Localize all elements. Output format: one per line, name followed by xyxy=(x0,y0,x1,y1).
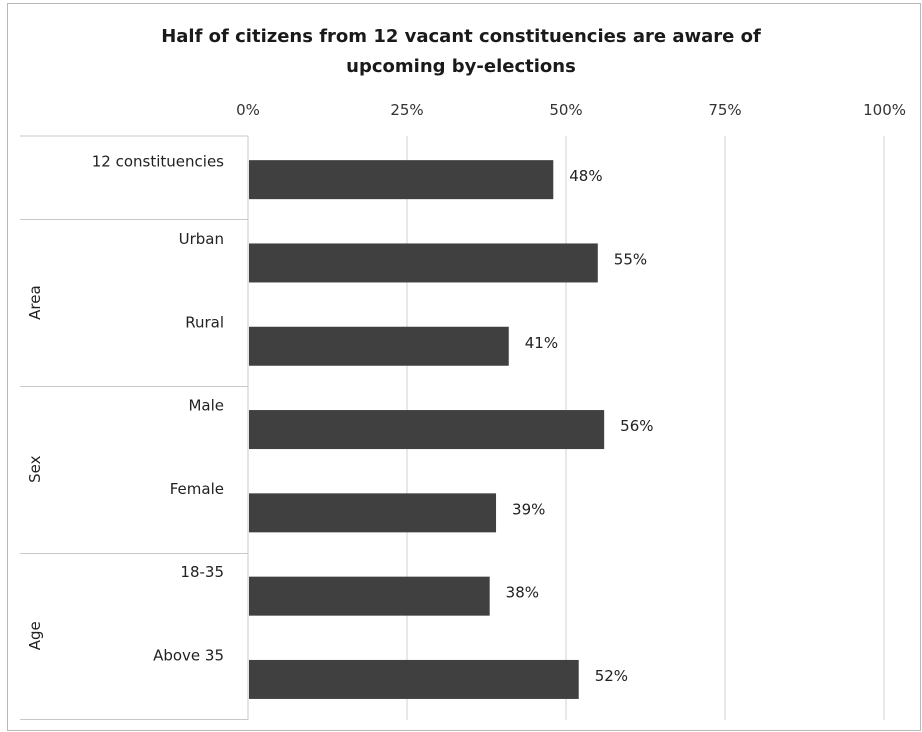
bar xyxy=(249,576,490,616)
category-label: Female xyxy=(170,480,224,498)
category-label: Rural xyxy=(185,313,224,331)
data-label: 52% xyxy=(595,667,628,685)
x-tick-label: 25% xyxy=(390,101,423,119)
category-label: Male xyxy=(188,397,224,415)
x-tick-label: 0% xyxy=(236,101,260,119)
chart-title-line-2: upcoming by-elections xyxy=(346,56,576,77)
x-tick-label: 100% xyxy=(863,101,906,119)
category-label: Urban xyxy=(179,230,224,248)
x-tick-label: 75% xyxy=(708,101,741,119)
bar xyxy=(249,493,497,533)
bar xyxy=(249,410,605,450)
chart-frame xyxy=(7,3,921,731)
bar xyxy=(249,160,554,200)
data-label: 39% xyxy=(512,500,545,518)
chart-title-line-1: Half of citizens from 12 vacant constitu… xyxy=(161,26,761,47)
chart-title: Half of citizens from 12 vacant constitu… xyxy=(0,22,922,82)
data-label: 38% xyxy=(506,584,539,602)
category-label: 12 constituencies xyxy=(92,153,224,171)
group-label: Age xyxy=(26,621,44,650)
bar xyxy=(249,243,598,283)
x-tick-label: 50% xyxy=(549,101,582,119)
data-label: 56% xyxy=(620,417,653,435)
group-label: Area xyxy=(26,285,44,320)
data-label: 48% xyxy=(569,167,602,185)
category-label: 18-35 xyxy=(180,563,224,581)
category-label: Above 35 xyxy=(153,646,224,664)
group-label: Sex xyxy=(26,455,44,482)
bar xyxy=(249,659,579,699)
bar xyxy=(249,326,509,366)
data-label: 41% xyxy=(525,334,558,352)
data-label: 55% xyxy=(614,250,647,268)
